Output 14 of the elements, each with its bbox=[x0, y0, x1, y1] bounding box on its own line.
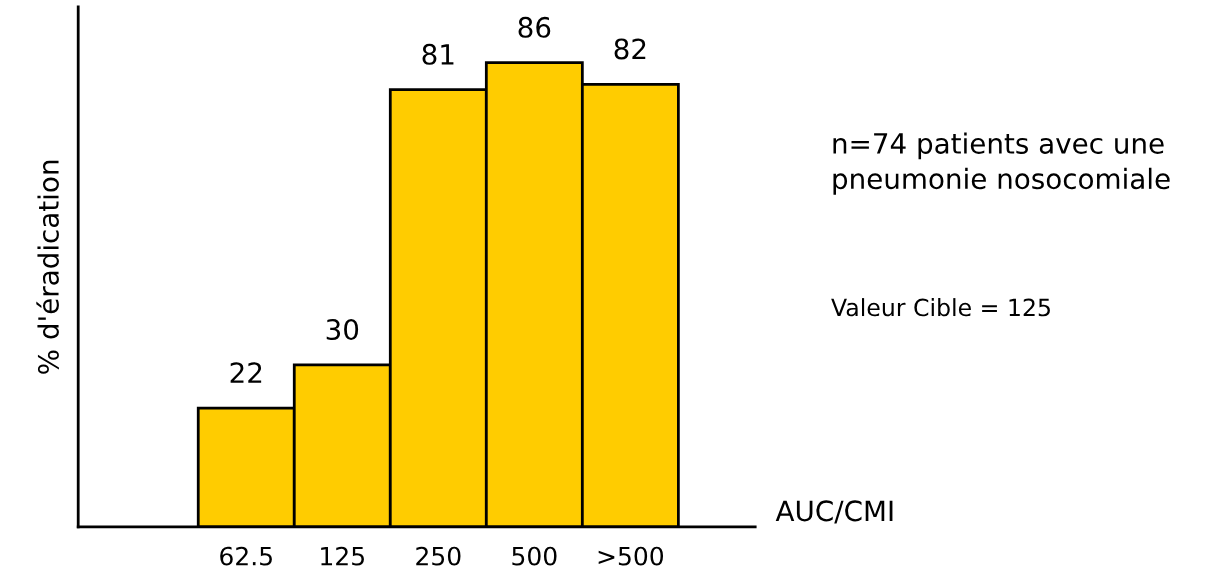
data-label: 30 bbox=[326, 319, 359, 341]
x-tick-label: 125 bbox=[321, 546, 364, 566]
x-tick-label: 62.5 bbox=[220, 546, 272, 566]
data-label: 22 bbox=[230, 362, 262, 383]
y-axis-title: % d'éradication bbox=[36, 160, 59, 374]
x-tick-label: 500 bbox=[512, 546, 557, 566]
data-label: 81 bbox=[422, 43, 454, 65]
x-axis-title: AUC/CMI bbox=[775, 500, 893, 524]
data-label: 82 bbox=[614, 38, 646, 60]
text: Valeur Cible = 125 bbox=[831, 298, 1050, 317]
x-tick-label: >500 bbox=[598, 546, 664, 566]
text: n=74 patients avec une pneumonie nosocomiale bbox=[833, 132, 1170, 195]
data-label: 86 bbox=[518, 16, 551, 38]
x-tick-label: 250 bbox=[416, 546, 461, 566]
